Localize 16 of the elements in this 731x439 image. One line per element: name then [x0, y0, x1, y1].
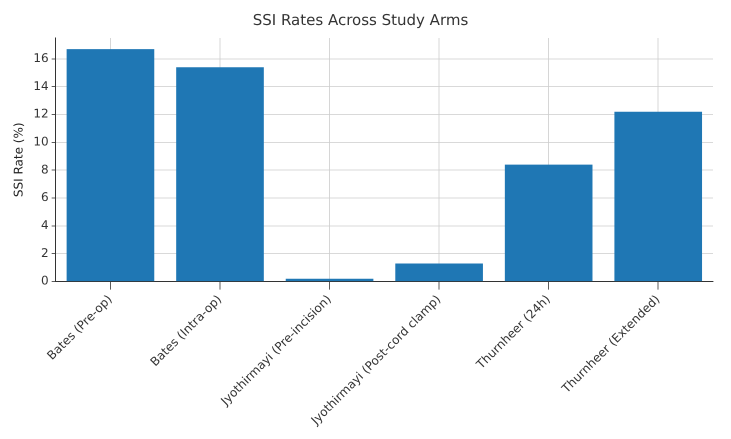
y-tick-label: 8 [41, 162, 49, 176]
y-tick-label: 2 [41, 246, 49, 260]
bar [614, 112, 702, 282]
y-tick-label: 0 [41, 274, 49, 288]
y-tick-label: 4 [41, 218, 49, 232]
y-tick-label: 14 [33, 78, 49, 93]
bar [66, 49, 154, 282]
chart-title: SSI Rates Across Study Arms [252, 10, 468, 29]
y-tick-label: 10 [33, 134, 49, 149]
bar [395, 263, 483, 282]
bar [504, 164, 592, 282]
y-tick-label: 16 [33, 51, 49, 65]
y-tick-label: 6 [41, 190, 49, 204]
y-axis-title: SSI Rate (%) [11, 122, 26, 198]
y-tick-label: 12 [33, 106, 49, 121]
bar [176, 67, 264, 282]
